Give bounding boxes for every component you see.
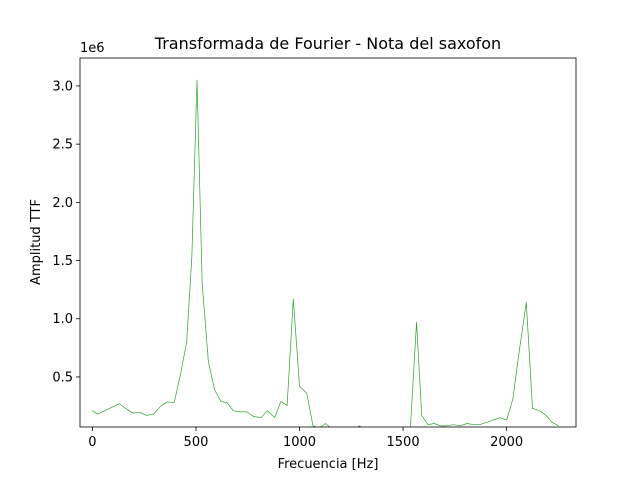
y-axis-title: Amplitud TTF [29,199,44,285]
y-tick-label: 1.0 [52,312,73,327]
y-tick-label: 2.0 [52,196,73,211]
series-line-0 [92,79,559,427]
x-tick-label: 1000 [283,435,316,450]
y-tick-label: 3.0 [52,79,73,94]
chart-title: Transformada de Fourier - Nota del saxof… [154,34,501,53]
x-tick-label: 500 [184,435,209,450]
y-tick-label: 2.5 [52,138,73,153]
x-tick-label: 1500 [387,435,420,450]
x-tick-label: 2000 [490,435,523,450]
plot-frame [79,57,577,428]
plot-area [80,58,576,427]
y-tick-label: 1.5 [52,254,73,269]
y-axis-ticks: 0.5 1.0 1.5 2.0 2.5 3.0 [52,79,80,385]
y-offset-label: 1e6 [80,41,105,56]
series-layer [92,79,559,427]
x-tick-label: 0 [88,435,96,450]
x-axis-ticks: 0 500 1000 1500 2000 [88,427,523,450]
x-axis-title: Frecuencia [Hz] [278,457,379,472]
y-tick-label: 0.5 [52,370,73,385]
